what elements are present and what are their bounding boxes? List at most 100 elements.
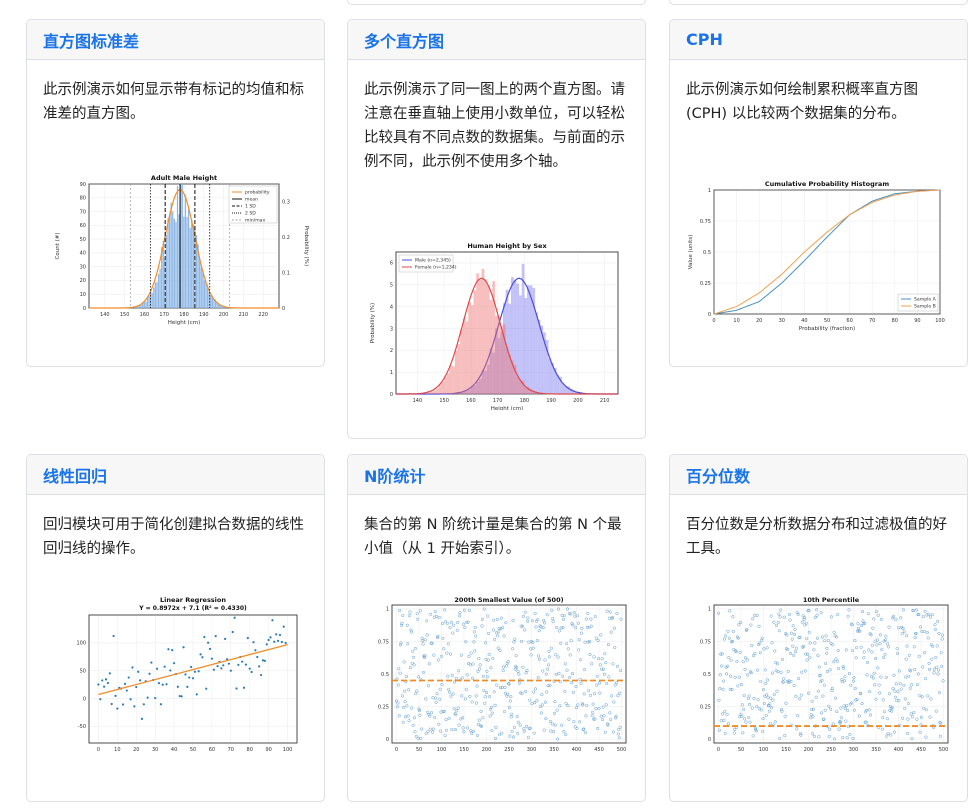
scatter-point <box>850 623 854 627</box>
histogram-bar <box>194 225 196 308</box>
scatter-point <box>399 623 404 627</box>
x-tick-label: 170 <box>493 398 503 404</box>
scatter-point <box>860 623 864 628</box>
scatter-point <box>926 694 930 698</box>
scatter-point <box>886 642 890 646</box>
scatter-point <box>619 669 623 673</box>
scatter-point <box>428 714 432 718</box>
scatter-point <box>842 666 846 670</box>
scatter-point <box>475 733 480 737</box>
scatter-point <box>404 674 408 679</box>
card-title-link[interactable]: 百分位数 <box>686 466 751 486</box>
histogram-bar <box>569 388 573 394</box>
scatter-point <box>597 706 601 711</box>
x-tick-label: 210 <box>239 312 249 318</box>
scatter-point <box>615 681 619 685</box>
scatter-point <box>891 616 895 620</box>
scatter-point <box>498 686 502 690</box>
scatter-point <box>578 677 582 682</box>
histogram-bar <box>500 325 503 394</box>
scatter-point <box>588 652 592 656</box>
histogram-bar <box>452 366 455 394</box>
card-title-link[interactable]: 线性回归 <box>43 466 108 486</box>
scatter-point <box>768 702 772 706</box>
x-tick-label: 500 <box>617 747 627 753</box>
scatter-point <box>882 655 886 660</box>
histogram-bar <box>524 386 528 394</box>
scatter-point <box>612 700 616 704</box>
scatter-point <box>747 716 751 720</box>
scatter-point <box>590 714 594 718</box>
scatter-point <box>591 710 595 714</box>
histogram-bar <box>425 392 429 394</box>
chart-title: 200th Smallest Value (of 500) <box>454 596 563 604</box>
scatter-point <box>829 615 833 619</box>
scatter-point <box>485 675 489 679</box>
scatter-point <box>581 703 585 707</box>
card-title-link[interactable]: CPH <box>686 30 723 49</box>
scatter-point <box>765 693 769 697</box>
scatter-point <box>574 706 579 710</box>
scatter-point <box>586 640 590 644</box>
histogram-bar <box>511 277 514 394</box>
scatter-point <box>788 618 792 622</box>
scatter-point <box>553 700 557 704</box>
cumulative-line <box>713 189 941 315</box>
scatter-point <box>421 642 425 646</box>
scatter-point <box>104 678 108 681</box>
scatter-point <box>468 663 472 667</box>
scatter-point <box>601 705 605 709</box>
scatter-point <box>871 676 875 680</box>
histogram-bar <box>138 305 141 308</box>
scatter-point <box>908 668 912 672</box>
card-title-link[interactable]: N阶统计 <box>364 466 426 486</box>
scatter-point <box>237 663 240 666</box>
y-tick-label: 0 <box>83 306 86 312</box>
scatter-point <box>538 705 543 709</box>
scatter-point <box>927 661 931 665</box>
card-title-link[interactable]: 直方图标准差 <box>43 31 140 51</box>
scatter-point <box>868 632 872 636</box>
scatter-point <box>891 686 895 691</box>
y-tick-label: 60 <box>80 223 86 229</box>
legend-label: min/max <box>245 218 266 224</box>
scatter-point <box>718 673 722 677</box>
scatter-point <box>755 613 759 617</box>
scatter-point <box>907 653 911 657</box>
scatter-point <box>741 660 745 664</box>
scatter-point <box>515 665 519 670</box>
scatter-point <box>770 671 775 675</box>
scatter-point <box>928 615 932 619</box>
scatter-point <box>844 719 848 723</box>
scatter-point <box>402 705 406 709</box>
scatter-point <box>263 659 266 662</box>
scatter-point <box>887 625 891 629</box>
scatter-point <box>843 675 847 679</box>
chart-title: Human Height by Sex <box>467 242 547 250</box>
scatter-point <box>561 674 565 678</box>
card-title-link[interactable]: 多个直方图 <box>364 31 445 51</box>
scatter-point <box>224 637 227 640</box>
scatter-point <box>492 618 496 622</box>
scatter-point <box>608 610 612 614</box>
scatter-point <box>856 629 860 633</box>
x-tick-label: 140 <box>413 398 423 404</box>
scatter-point <box>449 620 453 624</box>
chart-thumbnail[interactable]: 200th Smallest Value (of 500) 0 50 100 150 20… <box>364 593 634 763</box>
scatter-point <box>888 708 892 713</box>
scatter-point <box>940 637 944 641</box>
scatter-point <box>572 720 576 724</box>
scatter-point <box>619 617 623 621</box>
scatter-point <box>835 659 839 663</box>
scatter-point <box>718 687 722 691</box>
scatter-point <box>399 641 403 645</box>
scatter-point <box>439 654 444 658</box>
histogram-bar <box>218 302 220 308</box>
scatter-point <box>801 645 805 649</box>
chart-thumbnail[interactable]: 10th Percentile 0 50 100 150 200 250 300 350 400 4… <box>686 593 956 763</box>
scatter-point <box>129 698 132 701</box>
